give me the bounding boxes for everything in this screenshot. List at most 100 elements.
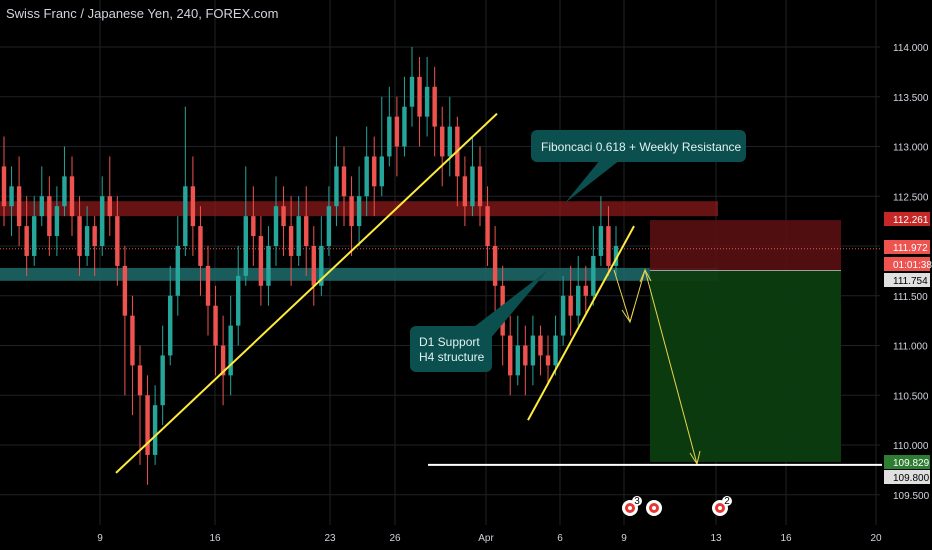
- time-axis-tick: 9: [97, 533, 103, 544]
- price-tag-label: 111.754: [893, 276, 928, 287]
- candle-body: [356, 196, 362, 227]
- candle-body: [168, 295, 173, 356]
- price-tag-label: 109.829: [893, 458, 930, 469]
- candle-body: [190, 186, 196, 227]
- candle-body: [62, 176, 67, 207]
- event-marker-center: [628, 506, 632, 510]
- candle-body: [492, 246, 498, 286]
- candle-body: [115, 216, 120, 266]
- event-count-badge: [722, 496, 732, 506]
- price-axis-tick: 111.500: [893, 292, 928, 303]
- price-tag: [884, 455, 930, 469]
- candle-body: [402, 106, 407, 147]
- chart-title: Swiss Franc / Japanese Yen, 240, FOREX.c…: [6, 6, 279, 21]
- candle-body: [107, 196, 112, 217]
- candle-body: [447, 126, 452, 157]
- candle-body: [576, 285, 581, 316]
- price-axis-tick: 114.000: [893, 43, 929, 54]
- callout-support-text: D1 Support: [419, 335, 480, 349]
- projection-arrowhead: [689, 452, 698, 465]
- candle-body: [77, 216, 82, 256]
- candle-body: [213, 305, 218, 346]
- projection-arrowhead: [639, 269, 646, 283]
- candle-body: [477, 166, 483, 207]
- projection-arrowhead: [629, 307, 635, 323]
- price-axis-tick: 110.500: [893, 391, 929, 402]
- candle-body: [440, 126, 445, 157]
- callout-pointer-support: [470, 270, 548, 345]
- time-axis-tick: 23: [324, 533, 336, 544]
- candle-body: [228, 325, 233, 376]
- price-tag: [884, 470, 930, 484]
- price-tag: [884, 212, 930, 226]
- callout-support-text: H4 structure: [419, 350, 485, 364]
- event-count-label: 2: [724, 496, 730, 507]
- callout-pointer-fib: [565, 160, 620, 203]
- trendline-major: [115, 112, 498, 474]
- candle-body: [9, 186, 14, 207]
- candle-body: [349, 196, 354, 227]
- callout-support: [410, 326, 492, 372]
- time-axis-tick: 26: [389, 533, 401, 544]
- projection-arrowhead: [696, 450, 701, 465]
- candle-body: [379, 156, 384, 187]
- candles-group: [1, 47, 619, 485]
- candle-body: [553, 335, 558, 366]
- candle-body: [251, 216, 256, 237]
- candle-body: [69, 176, 75, 217]
- time-axis-tick: Apr: [478, 533, 494, 544]
- candle-body: [122, 265, 128, 316]
- candle-body: [32, 216, 37, 256]
- time-axis-tick: 13: [710, 533, 722, 544]
- price-tag-label: 112.261: [893, 215, 929, 226]
- projection-arrowhead: [621, 309, 631, 323]
- price-tag-label: 109.800: [893, 473, 930, 484]
- candle-body: [296, 216, 301, 256]
- candle-body: [16, 186, 22, 227]
- candle-body: [319, 246, 324, 286]
- time-axis-tick: 16: [780, 533, 792, 544]
- price-tag-label: 111.972: [893, 243, 928, 254]
- candle-body: [205, 265, 211, 306]
- candle-body: [288, 226, 294, 256]
- candle-body: [175, 246, 180, 296]
- candle-body: [560, 295, 566, 336]
- candle-body: [394, 116, 400, 147]
- candle-body: [409, 76, 415, 107]
- event-count-badge: [632, 496, 642, 506]
- candle-body: [364, 156, 369, 197]
- take-profit-zone: [650, 270, 841, 462]
- candle-body: [334, 166, 339, 207]
- candle-body: [1, 166, 7, 207]
- candle-body: [24, 226, 29, 256]
- time-axis-tick: 20: [870, 533, 882, 544]
- candle-body: [54, 206, 60, 237]
- candle-body: [424, 86, 430, 117]
- candle-body: [523, 345, 528, 366]
- candle-body: [92, 226, 97, 246]
- callout-fib-text: Fiboncaci 0.618 + Weekly Resistance: [541, 140, 742, 154]
- candle-body: [152, 405, 158, 455]
- candle-body: [462, 176, 468, 207]
- price-axis-tick: 110.000: [893, 441, 929, 452]
- candle-body: [485, 206, 490, 246]
- candle-body: [183, 186, 188, 246]
- candle-body: [591, 255, 596, 296]
- candle-body: [39, 196, 44, 217]
- projection-arrowhead: [644, 269, 652, 282]
- candle-body: [387, 116, 392, 157]
- callout-fib: [531, 130, 746, 162]
- candle-body: [160, 355, 165, 406]
- candle-body: [281, 206, 286, 227]
- candle-body: [538, 335, 543, 356]
- price-axis-tick: 113.000: [893, 143, 929, 154]
- price-tag: [884, 240, 930, 254]
- candle-body: [130, 315, 135, 366]
- candle-body: [372, 156, 377, 187]
- candle-body: [220, 345, 226, 376]
- event-marker-center: [718, 506, 722, 510]
- candle-body: [100, 196, 105, 246]
- price-tag-label: 01:01:38: [893, 260, 932, 271]
- candle-body: [341, 166, 347, 197]
